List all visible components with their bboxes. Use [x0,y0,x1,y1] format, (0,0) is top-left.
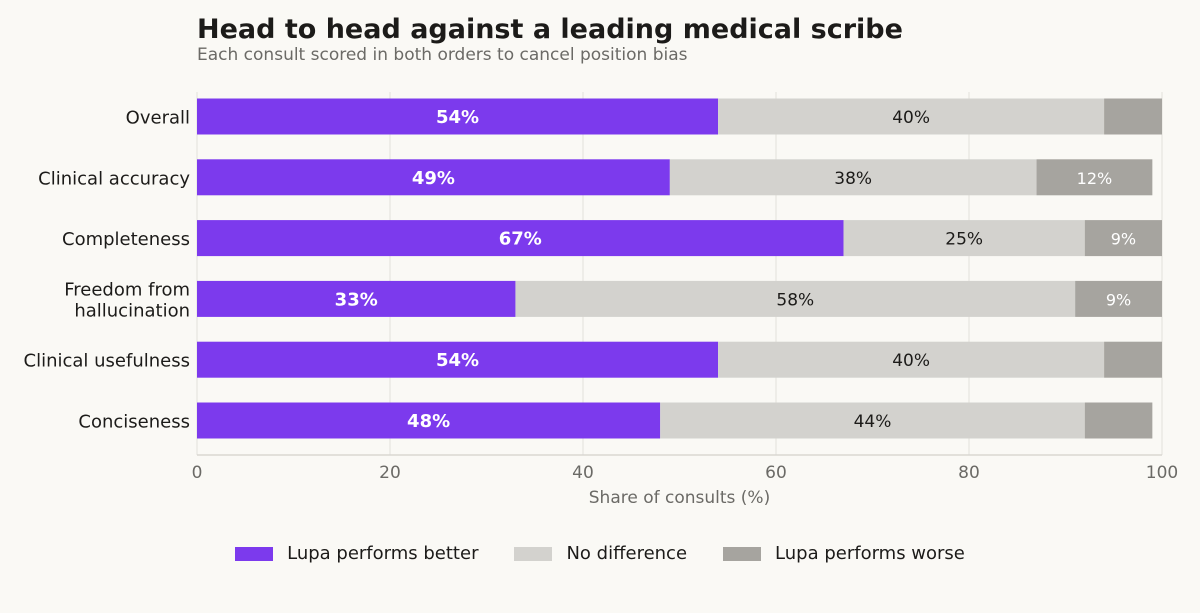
data-label-better: 54% [436,350,479,371]
data-label-better: 33% [335,289,378,310]
bar-worse [1036,159,1153,196]
category-label: Overall [126,108,190,129]
category-label: Freedom from [64,279,190,300]
x-tick-label: 0 [192,463,203,483]
chart-title: Head to head against a leading medical s… [197,14,903,45]
category-label: hallucination [74,300,190,321]
chart-legend: Lupa performs better No difference Lupa … [0,543,1200,564]
bar-no-difference [660,402,1085,439]
bar-no-difference [718,341,1105,378]
bar-no-difference [515,280,1076,317]
legend-label-worse: Lupa performs worse [775,543,965,564]
legend-item-better: Lupa performs better [235,543,478,564]
data-label-no-difference: 25% [945,230,983,250]
bar-worse [1075,280,1162,317]
data-label-no-difference: 38% [834,169,872,189]
data-label-worse: 12% [1077,169,1113,188]
category-label: Completeness [62,229,190,250]
legend-label-no-difference: No difference [566,543,688,564]
legend-swatch-no-difference [514,546,553,561]
data-label-better: 54% [436,107,479,128]
data-label-better: 67% [499,229,542,250]
category-label: Clinical usefulness [24,351,190,372]
stacked-bar-chart: 54% 40% Overall 49% 38% 12% Clinical accuracy 6… [24,92,1178,508]
chart-subtitle: Each consult scored in both orders to ca… [197,45,688,65]
data-label-worse: 9% [1111,230,1136,249]
data-label-better: 49% [412,168,455,189]
x-tick-label: 20 [379,463,401,483]
bar-better [197,402,661,439]
bar-no-difference [843,220,1085,257]
bar-worse [1084,220,1162,257]
category-label: Clinical accuracy [38,168,190,189]
bar-better [197,280,516,317]
data-label-no-difference: 40% [892,108,930,128]
data-label-better: 48% [407,411,450,432]
legend-swatch-worse [723,546,762,561]
bar-no-difference [669,159,1037,196]
data-label-worse: 9% [1106,290,1131,309]
x-tick-label: 80 [958,463,980,483]
bar-no-difference [718,98,1105,135]
data-label-no-difference: 58% [776,290,814,310]
bar-better [197,159,670,196]
x-axis-title: Share of consults (%) [589,488,770,508]
data-label-no-difference: 40% [892,351,930,371]
bar-better [197,98,719,135]
legend-item-worse: Lupa performs worse [723,543,965,564]
legend-label-better: Lupa performs better [287,543,479,564]
x-tick-label: 40 [572,463,594,483]
data-label-no-difference: 44% [854,412,892,432]
bar-better [197,220,844,257]
legend-item-no-difference: No difference [514,543,687,564]
bar-worse [1084,402,1153,439]
bar-worse [1104,98,1162,135]
bar-worse [1104,341,1162,378]
legend-swatch-better [235,546,274,561]
x-tick-label: 60 [765,463,787,483]
x-tick-label: 100 [1146,463,1178,483]
category-label: Conciseness [78,412,190,433]
bar-better [197,341,719,378]
